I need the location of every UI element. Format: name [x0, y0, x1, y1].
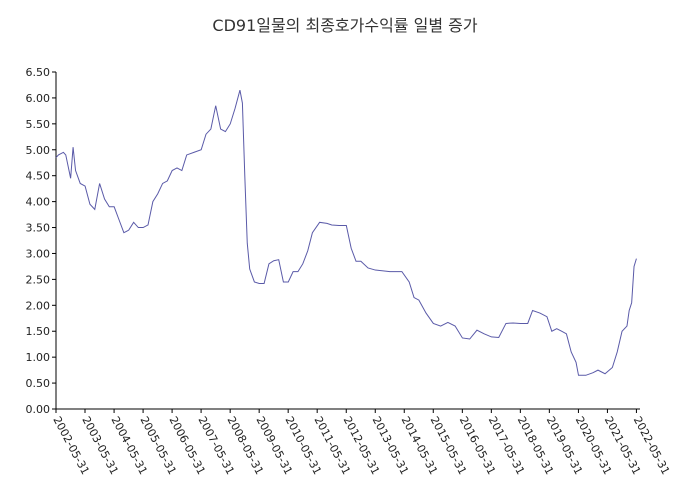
y-tick-label: 5.00	[26, 144, 51, 157]
y-tick-label: 2.00	[26, 299, 51, 312]
y-tick-label: 0.50	[26, 377, 51, 390]
y-tick-label: 2.50	[26, 273, 51, 286]
data-line	[55, 90, 637, 376]
y-tick-label: 6.50	[26, 66, 51, 79]
y-tick-label: 5.50	[26, 118, 51, 131]
y-tick-label: 6.00	[26, 92, 51, 105]
y-tick-label: 4.00	[26, 196, 51, 209]
y-tick-label: 1.50	[26, 325, 51, 338]
y-tick-label: 4.50	[26, 170, 51, 183]
y-tick-label: 3.50	[26, 222, 51, 235]
y-tick-label: 3.00	[26, 247, 51, 260]
chart-title: CD91일물의 최종호가수익률 일별 증가	[212, 16, 477, 35]
y-tick-label: 1.00	[26, 351, 51, 364]
y-tick-label: 0.00	[26, 403, 51, 416]
